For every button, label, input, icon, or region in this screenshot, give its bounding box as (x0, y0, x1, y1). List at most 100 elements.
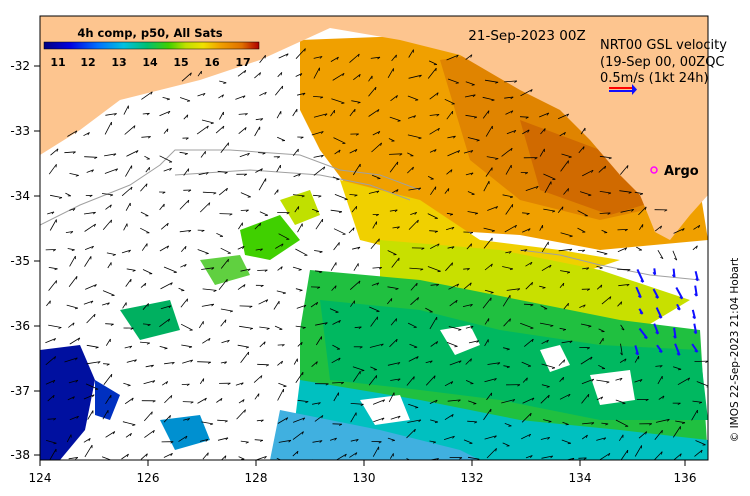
velocity-arrow-head (649, 423, 652, 426)
velocity-arrow (220, 361, 227, 364)
velocity-arrow (368, 190, 380, 194)
velocity-arrow (67, 248, 75, 251)
velocity-arrow-head (52, 249, 56, 252)
velocity-arrow-head (693, 330, 697, 335)
velocity-arrow (255, 248, 263, 251)
velocity-arrow (654, 430, 663, 441)
velocity-arrow-head (301, 431, 304, 435)
velocity-arrow (582, 267, 589, 270)
velocity-arrow (465, 114, 477, 118)
velocity-arrow (68, 457, 78, 460)
velocity-arrow (160, 305, 172, 310)
velocity-arrow (502, 266, 513, 270)
velocity-arrow (200, 151, 206, 158)
velocity-arrow-head (146, 342, 150, 345)
velocity-arrow (351, 206, 358, 213)
velocity-arrow-head (151, 364, 154, 368)
velocity-arrow-head (450, 381, 454, 385)
velocity-arrow (407, 134, 422, 139)
velocity-arrow (598, 328, 605, 332)
velocity-arrow (465, 325, 474, 329)
velocity-arrow (540, 128, 546, 135)
velocity-arrow-head (415, 407, 419, 409)
velocity-arrow-head (395, 54, 397, 58)
velocity-arrow-head (262, 152, 266, 155)
velocity-arrow (106, 252, 116, 255)
velocity-arrow-head (476, 139, 480, 142)
velocity-arrow (197, 397, 207, 404)
velocity-arrow (45, 338, 56, 344)
velocity-arrow (201, 421, 214, 425)
velocity-arrow (657, 249, 664, 259)
velocity-arrow (596, 284, 603, 290)
velocity-arrow (254, 393, 260, 400)
velocity-arrow (407, 322, 417, 328)
velocity-arrow (202, 191, 217, 194)
velocity-arrow (125, 278, 132, 287)
velocity-arrow (278, 53, 289, 59)
velocity-arrow (485, 125, 493, 137)
velocity-arrow (334, 149, 341, 155)
velocity-arrow-head (59, 197, 63, 199)
velocity-arrow (164, 395, 173, 404)
velocity-arrow (559, 282, 565, 289)
velocity-arrow-head (458, 329, 462, 331)
velocity-arrow-head (53, 418, 57, 421)
velocity-arrow-head (245, 441, 249, 444)
velocity-arrow-head (530, 304, 534, 307)
velocity-arrow-head (299, 73, 303, 77)
velocity-arrow (181, 72, 192, 82)
velocity-arrow (183, 418, 190, 421)
velocity-arrow (292, 108, 298, 117)
velocity-arrow (427, 176, 434, 180)
colorbar-tick-label: 11 (50, 56, 65, 69)
velocity-arrow-head (456, 283, 460, 287)
velocity-arrow (522, 212, 530, 214)
velocity-arrow (657, 375, 663, 385)
velocity-arrow (465, 358, 472, 365)
velocity-arrow-head (285, 417, 289, 421)
velocity-arrow-head (413, 376, 415, 380)
velocity-arrow-head (260, 168, 263, 172)
velocity-arrow-head (186, 383, 190, 387)
velocity-arrow-head (631, 209, 634, 212)
velocity-arrow (197, 93, 206, 97)
velocity-arrow-head (305, 401, 309, 404)
velocity-arrow (353, 73, 361, 81)
y-tick: -33 (10, 124, 40, 138)
velocity-arrow (409, 343, 418, 348)
velocity-arrow (430, 186, 437, 196)
velocity-arrow (183, 461, 191, 463)
velocity-arrow (48, 280, 57, 291)
velocity-arrow (254, 439, 263, 441)
velocity-arrow (179, 151, 188, 154)
velocity-arrow (276, 164, 281, 173)
velocity-arrow (139, 341, 150, 344)
y-tick: -32 (10, 59, 40, 73)
velocity-arrow-head (185, 137, 189, 140)
velocity-arrow-head (335, 285, 337, 289)
velocity-arrow-head (375, 214, 379, 217)
velocity-arrow (125, 165, 133, 177)
velocity-arrow (293, 173, 301, 178)
velocity-arrow-head (113, 113, 117, 116)
velocity-arrow (560, 270, 570, 273)
velocity-arrow (217, 419, 228, 422)
velocity-arrow-head (495, 206, 499, 210)
velocity-arrow-head (567, 188, 569, 192)
velocity-arrow (617, 229, 628, 231)
velocity-arrow (202, 288, 217, 291)
velocity-arrow (198, 321, 204, 329)
velocity-arrow (578, 249, 585, 251)
velocity-arrow (505, 251, 512, 254)
velocity-arrow-head (260, 118, 264, 121)
velocity-arrow-head (566, 113, 570, 117)
velocity-arrow (274, 325, 283, 330)
velocity-arrow-head (645, 206, 647, 210)
x-tick-label: 128 (245, 471, 268, 485)
velocity-arrow-head (208, 202, 211, 206)
velocity-arrow-head (655, 331, 659, 335)
velocity-arrow-head (682, 228, 685, 232)
velocity-arrow-head (93, 313, 96, 318)
velocity-arrow (389, 161, 399, 173)
